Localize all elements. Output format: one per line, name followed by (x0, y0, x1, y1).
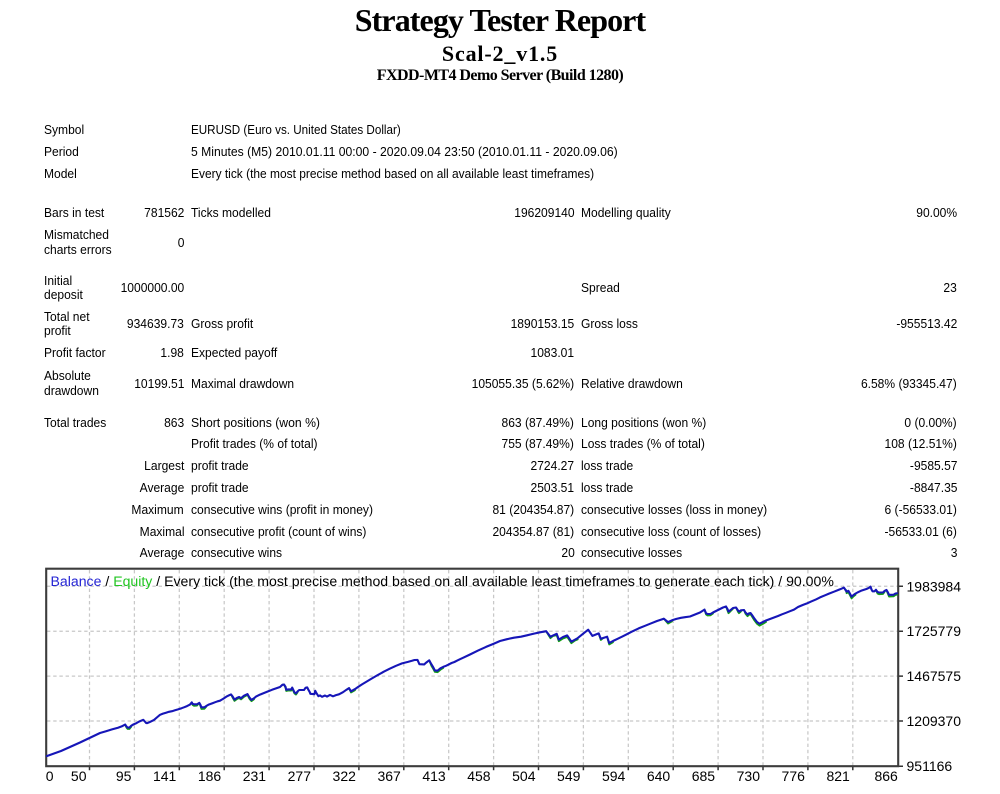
svg-text:776: 776 (782, 768, 806, 784)
svg-text:1467575: 1467575 (907, 668, 962, 684)
svg-text:504: 504 (512, 768, 536, 784)
svg-text:1209370: 1209370 (907, 713, 962, 729)
svg-text:866: 866 (874, 768, 898, 784)
svg-text:322: 322 (333, 768, 357, 784)
svg-text:0: 0 (46, 768, 54, 784)
svg-text:458: 458 (467, 768, 491, 784)
svg-text:413: 413 (422, 768, 446, 784)
svg-text:685: 685 (692, 768, 716, 784)
svg-text:186: 186 (198, 768, 222, 784)
svg-text:95: 95 (116, 768, 132, 784)
svg-text:821: 821 (826, 768, 850, 784)
svg-text:367: 367 (377, 768, 401, 784)
svg-text:Balance / Equity / Every tick: Balance / Equity / Every tick (the most … (51, 573, 835, 589)
svg-text:594: 594 (602, 768, 626, 784)
svg-text:1725779: 1725779 (907, 623, 962, 639)
svg-text:231: 231 (243, 768, 267, 784)
svg-text:730: 730 (737, 768, 761, 784)
svg-text:50: 50 (71, 768, 87, 784)
svg-text:141: 141 (153, 768, 177, 784)
svg-text:640: 640 (647, 768, 671, 784)
svg-text:951166: 951166 (907, 758, 953, 774)
svg-text:277: 277 (288, 768, 312, 784)
svg-text:549: 549 (557, 768, 581, 784)
svg-text:1983984: 1983984 (907, 578, 962, 594)
